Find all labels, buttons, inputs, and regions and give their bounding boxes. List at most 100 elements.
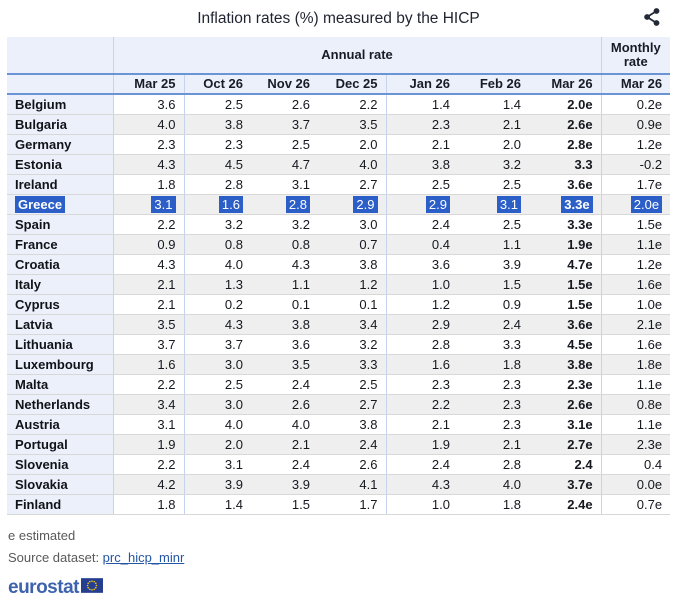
value-cell: 2.3 — [385, 114, 458, 135]
table-row-malta[interactable]: Malta 2.2 2.5 2.4 2.5 2.3 2.3 2.3e 1.1e — [7, 374, 671, 395]
value-cell: 2.2 — [112, 374, 184, 395]
value-cell: 3.2 — [318, 334, 386, 355]
table-row-finland[interactable]: Finland 1.8 1.4 1.5 1.7 1.0 1.8 2.4e 0.7e — [7, 494, 671, 515]
value-cell: 2.8 — [458, 454, 529, 475]
value-cell: 1.6e — [600, 334, 671, 355]
table-row-austria[interactable]: Austria 3.1 4.0 4.0 3.8 2.1 2.3 3.1e 1.1e — [7, 414, 671, 435]
table-row-lithuania[interactable]: Lithuania 3.7 3.7 3.6 3.2 2.8 3.3 4.5e 1.6e — [7, 334, 671, 355]
value-cell: 4.7e — [529, 254, 602, 275]
value-cell: 4.0 — [183, 254, 251, 275]
column-header-jan-26: Jan 26 — [385, 74, 458, 95]
table-row-cyprus[interactable]: Cyprus 2.1 0.2 0.1 0.1 1.2 0.9 1.5e 1.0e — [7, 294, 671, 315]
table-row-france[interactable]: France 0.9 0.8 0.8 0.7 0.4 1.1 1.9e 1.1e — [7, 234, 671, 255]
value-cell: 1.2 — [385, 294, 458, 315]
column-header-row: Mar 25 Oct 26 Nov 26 Dec 25 Jan 26 Feb 26 Mar … — [7, 74, 671, 95]
source-dataset-link[interactable]: prc_hicp_minr — [102, 550, 185, 565]
value-cell: 3.7 — [112, 334, 184, 355]
value-cell: 3.7 — [251, 114, 318, 135]
value-cell: 2.3 — [458, 394, 529, 415]
value-cell: 2.0e — [529, 94, 602, 115]
value-cell: 3.3e — [529, 214, 602, 235]
value-cell: 1.0 — [385, 274, 458, 295]
value-cell: 4.0 — [318, 154, 386, 175]
value-cell: 3.8 — [385, 154, 458, 175]
corner-cell — [7, 37, 113, 75]
table-row-belgium[interactable]: Belgium 3.6 2.5 2.6 2.2 1.4 1.4 2.0e 0.2e — [7, 94, 671, 115]
value-cell: 4.1 — [318, 474, 386, 495]
value-cell: 1.6 — [183, 194, 251, 215]
value-cell: 3.8 — [251, 314, 318, 335]
value-cell: 3.6e — [529, 314, 602, 335]
value-cell: 2.3 — [458, 374, 529, 395]
value-cell: 3.8e — [529, 354, 602, 375]
value-cell: 3.2 — [183, 214, 251, 235]
table-row-luxembourg[interactable]: Luxembourg 1.6 3.0 3.5 3.3 1.6 1.8 3.8e 1.8e — [7, 354, 671, 375]
value-cell: 1.1e — [600, 374, 671, 395]
value-cell: 1.2e — [600, 134, 671, 155]
value-cell: 1.5 — [458, 274, 529, 295]
value-cell: 1.8 — [112, 174, 184, 195]
value-cell: 2.7e — [529, 434, 602, 455]
value-cell: 2.1e — [600, 314, 671, 335]
table-row-croatia[interactable]: Croatia 4.3 4.0 4.3 3.8 3.6 3.9 4.7e 1.2e — [7, 254, 671, 275]
table-row-slovakia[interactable]: Slovakia 4.2 3.9 3.9 4.1 4.3 4.0 3.7e 0.0e — [7, 474, 671, 495]
value-cell: 2.1 — [251, 434, 318, 455]
value-cell: 4.7 — [251, 154, 318, 175]
table-row-portugal[interactable]: Portugal 1.9 2.0 2.1 2.4 1.9 2.1 2.7e 2.3e — [7, 434, 671, 455]
value-cell: 2.5 — [458, 174, 529, 195]
table-row-spain[interactable]: Spain 2.2 3.2 3.2 3.0 2.4 2.5 3.3e 1.5e — [7, 214, 671, 235]
table-row-netherlands[interactable]: Netherlands 3.4 3.0 2.6 2.7 2.2 2.3 2.6e 0.8e — [7, 394, 671, 415]
value-cell: 1.8 — [112, 494, 184, 515]
value-cell: 2.1 — [385, 414, 458, 435]
table-row-bulgaria[interactable]: Bulgaria 4.0 3.8 3.7 3.5 2.3 2.1 2.6e 0.9e — [7, 114, 671, 135]
table-row-greece[interactable]: Greece 3.1 1.6 2.8 2.9 2.9 3.1 3.3e 2.0e — [7, 194, 671, 215]
table-row-slovenia[interactable]: Slovenia 2.2 3.1 2.4 2.6 2.4 2.8 2.4 0.4 — [7, 454, 671, 475]
country-cell: Greece — [7, 194, 113, 215]
country-cell: Belgium — [7, 94, 113, 115]
value-cell: 1.0 — [385, 494, 458, 515]
value-cell: 0.2e — [600, 94, 671, 115]
value-cell: 3.6 — [385, 254, 458, 275]
value-cell: 2.2 — [385, 394, 458, 415]
share-icon[interactable] — [643, 7, 661, 27]
value-cell: 1.5e — [600, 214, 671, 235]
value-cell: 2.0e — [600, 194, 671, 215]
value-cell: 2.5 — [318, 374, 386, 395]
value-cell: 2.8 — [183, 174, 251, 195]
table-row-ireland[interactable]: Ireland 1.8 2.8 3.1 2.7 2.5 2.5 3.6e 1.7e — [7, 174, 671, 195]
country-cell: Cyprus — [7, 294, 113, 315]
value-cell: 3.1e — [529, 414, 602, 435]
table-row-italy[interactable]: Italy 2.1 1.3 1.1 1.2 1.0 1.5 1.5e 1.6e — [7, 274, 671, 295]
column-header-nov-26: Nov 26 — [251, 74, 318, 95]
value-cell: 0.9e — [600, 114, 671, 135]
table-row-germany[interactable]: Germany 2.3 2.3 2.5 2.0 2.1 2.0 2.8e 1.2e — [7, 134, 671, 155]
table-row-latvia[interactable]: Latvia 3.5 4.3 3.8 3.4 2.9 2.4 3.6e 2.1e — [7, 314, 671, 335]
value-cell: 0.4 — [600, 454, 671, 475]
value-cell: 2.9 — [385, 314, 458, 335]
value-cell: 2.2 — [112, 454, 184, 475]
page-title: Inflation rates (%) measured by the HICP — [197, 10, 480, 27]
inflation-table: Annual rate Monthly rate Mar 25 Oct 26 Nov… — [7, 37, 671, 515]
value-cell: 2.7 — [318, 174, 386, 195]
value-cell: -0.2 — [600, 154, 671, 175]
value-cell: 3.8 — [183, 114, 251, 135]
column-header-dec-25: Dec 25 — [318, 74, 386, 95]
value-cell: 4.0 — [251, 414, 318, 435]
value-cell: 2.9 — [318, 194, 386, 215]
country-cell: Portugal — [7, 434, 113, 455]
value-cell: 2.4 — [529, 454, 602, 475]
value-cell: 1.7e — [600, 174, 671, 195]
table-row-estonia[interactable]: Estonia 4.3 4.5 4.7 4.0 3.8 3.2 3.3 -0.2 — [7, 154, 671, 175]
country-cell: Italy — [7, 274, 113, 295]
source-line: Source dataset: prc_hicp_minr — [8, 550, 677, 565]
value-cell: 0.1 — [318, 294, 386, 315]
value-cell: 3.8 — [318, 254, 386, 275]
value-cell: 2.6 — [251, 94, 318, 115]
value-cell: 2.5 — [251, 134, 318, 155]
country-cell: Lithuania — [7, 334, 113, 355]
value-cell: 2.8 — [385, 334, 458, 355]
monthly-rate-header: Monthly rate — [600, 37, 671, 75]
value-cell: 4.0 — [458, 474, 529, 495]
value-cell: 2.3 — [385, 374, 458, 395]
